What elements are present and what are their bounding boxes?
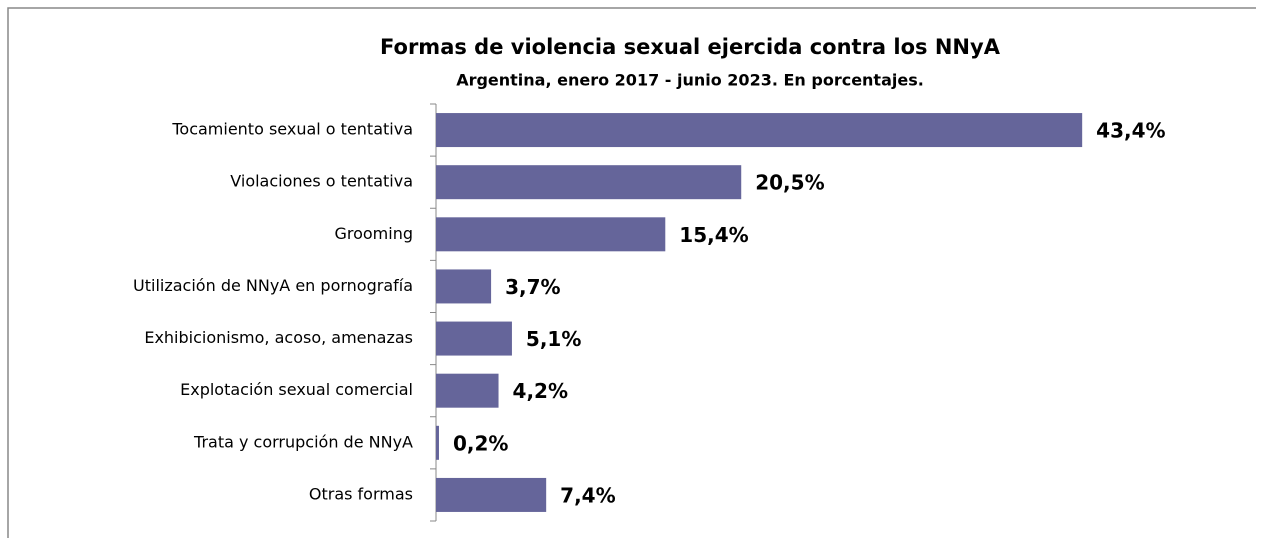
category-label: Otras formas bbox=[309, 484, 413, 503]
value-label: 0,2% bbox=[453, 431, 508, 455]
frame bbox=[7, 7, 1256, 538]
bar bbox=[436, 217, 666, 252]
bar bbox=[436, 425, 439, 460]
chart-subtitle: Argentina, enero 2017 - junio 2023. En p… bbox=[456, 71, 924, 90]
bar bbox=[436, 373, 499, 408]
value-label: 5,1% bbox=[526, 327, 581, 351]
bar bbox=[436, 477, 547, 512]
chart-title: Formas de violencia sexual ejercida cont… bbox=[380, 35, 1001, 59]
value-label: 7,4% bbox=[560, 483, 615, 507]
value-label: 43,4% bbox=[1096, 119, 1165, 143]
bar bbox=[436, 165, 742, 200]
value-label: 3,7% bbox=[505, 275, 560, 299]
value-label: 4,2% bbox=[513, 379, 568, 403]
category-label: Tocamiento sexual o tentativa bbox=[171, 120, 413, 139]
category-label: Utilización de NNyA en pornografía bbox=[133, 276, 413, 295]
bar bbox=[436, 321, 512, 356]
category-label: Trata y corrupción de NNyA bbox=[193, 432, 413, 451]
category-label: Grooming bbox=[334, 224, 413, 243]
value-label: 20,5% bbox=[755, 171, 824, 195]
bar bbox=[436, 113, 1083, 148]
category-label: Explotación sexual comercial bbox=[180, 380, 413, 399]
category-label: Exhibicionismo, acoso, amenazas bbox=[144, 328, 413, 347]
bar bbox=[436, 269, 492, 304]
category-label: Violaciones o tentativa bbox=[230, 172, 413, 191]
value-label: 15,4% bbox=[679, 223, 748, 247]
